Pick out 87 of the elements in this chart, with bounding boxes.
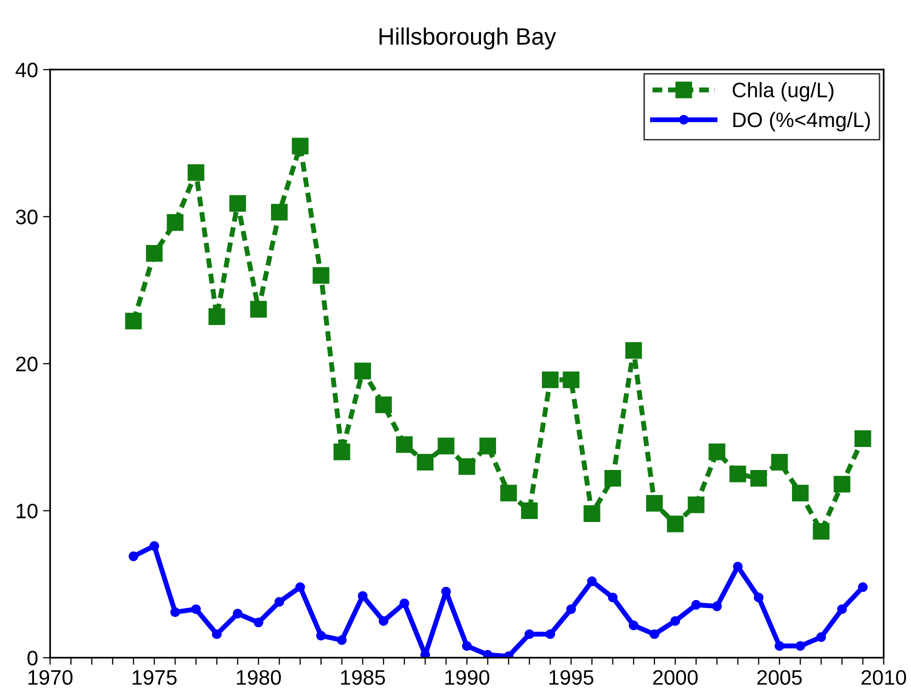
- point: [378, 616, 388, 626]
- x-tick-label: 1975: [132, 670, 177, 685]
- point: [754, 592, 764, 602]
- y-tick-label: 10: [16, 504, 38, 518]
- point: [584, 505, 600, 522]
- point: [670, 616, 680, 626]
- y-tick-label: 0: [28, 650, 38, 666]
- x-tick-label: 1995: [550, 670, 594, 685]
- point: [438, 438, 454, 454]
- point: [146, 245, 163, 262]
- y-tick-label: 30: [16, 210, 38, 224]
- point: [271, 204, 288, 221]
- legend-label: Chla (ug/L): [732, 82, 834, 102]
- point: [604, 470, 622, 487]
- point: [400, 598, 410, 608]
- point: [646, 495, 663, 512]
- point: [732, 562, 743, 572]
- point: [834, 476, 850, 493]
- point: [191, 604, 201, 614]
- x-tick-label: 2010: [862, 670, 906, 685]
- point: [524, 629, 534, 640]
- point: [149, 541, 160, 551]
- point: [441, 586, 451, 596]
- point: [521, 502, 538, 520]
- point: [608, 592, 618, 602]
- point: [188, 164, 204, 181]
- point: [816, 632, 826, 642]
- x-tick-label: 2000: [653, 670, 698, 685]
- point: [358, 591, 368, 601]
- x-tick-label: 2005: [757, 670, 802, 685]
- point: [712, 601, 722, 612]
- point: [416, 454, 434, 471]
- point: [336, 635, 347, 645]
- chart-title: Hillsborough Bay: [380, 27, 556, 50]
- point: [500, 484, 517, 502]
- point: [232, 608, 243, 618]
- point: [545, 629, 556, 640]
- point: [625, 342, 642, 359]
- point: [208, 308, 226, 325]
- point: [128, 551, 138, 562]
- point: [666, 516, 684, 532]
- legend-label: DO (%<4mg/L): [733, 112, 870, 132]
- point: [292, 138, 309, 154]
- point: [458, 458, 476, 475]
- point: [566, 604, 576, 614]
- point: [482, 650, 493, 658]
- point: [462, 641, 472, 651]
- point: [854, 430, 872, 447]
- point: [212, 629, 222, 640]
- point: [250, 300, 267, 318]
- point: [254, 618, 264, 628]
- point: [792, 484, 809, 502]
- point: [771, 454, 788, 471]
- point: [562, 372, 580, 388]
- x-tick-label: 1985: [341, 670, 385, 685]
- point: [650, 629, 660, 640]
- point: [295, 582, 306, 592]
- point: [628, 620, 638, 630]
- point: [691, 600, 701, 610]
- y-tick-label: 40: [16, 62, 38, 78]
- y-tick-label: 20: [16, 356, 38, 372]
- x-tick-label: 1980: [236, 670, 281, 685]
- point: [125, 312, 142, 330]
- point: [750, 470, 767, 487]
- point: [837, 604, 847, 614]
- point: [587, 576, 597, 586]
- point: [396, 436, 413, 453]
- point: [375, 396, 392, 414]
- point: [312, 267, 330, 284]
- x-tick-label: 1990: [445, 670, 490, 685]
- point: [542, 372, 559, 388]
- point: [812, 522, 830, 540]
- x-tick-label: 1970: [28, 670, 72, 685]
- point: [354, 362, 372, 380]
- point: [774, 641, 784, 651]
- point: [688, 496, 704, 514]
- point: [708, 444, 726, 460]
- point: [858, 582, 868, 592]
- point: [316, 630, 326, 641]
- point: [274, 596, 284, 607]
- point: [166, 214, 184, 231]
- point: [334, 444, 350, 460]
- point: [170, 607, 180, 617]
- point: [229, 195, 246, 212]
- point: [729, 466, 746, 482]
- point: [479, 438, 496, 454]
- point: [795, 641, 806, 651]
